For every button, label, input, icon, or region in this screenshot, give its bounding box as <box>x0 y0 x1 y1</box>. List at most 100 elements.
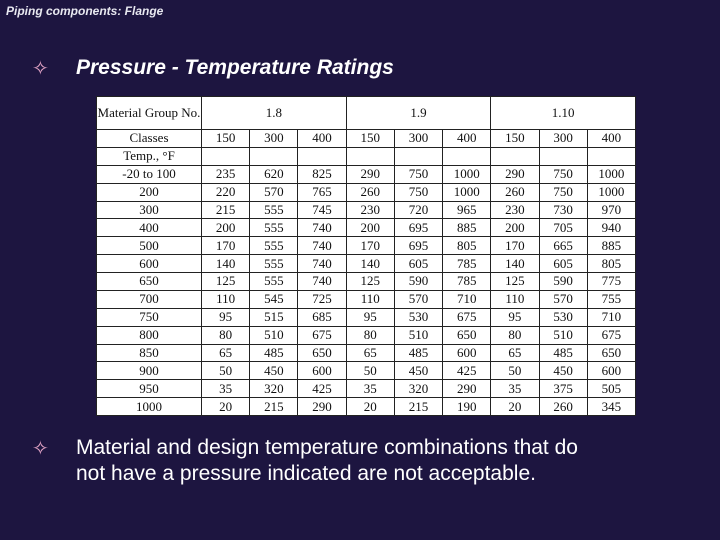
classes-row: Classes 150 300 400 150 300 400 150 300 400 <box>96 129 637 148</box>
rating-cell: 555 <box>249 218 299 238</box>
data-row: 1000 20 215 290 20 215 190 20 260 345 <box>96 397 637 416</box>
class-cell: 300 <box>249 129 299 148</box>
rating-cell: 740 <box>297 236 347 256</box>
empty-cell <box>393 146 444 166</box>
temp-cell: 900 <box>96 361 202 381</box>
rating-cell: 695 <box>393 236 444 256</box>
empty-cell <box>442 146 492 166</box>
temp-cell: 600 <box>96 254 202 273</box>
rating-cell: 450 <box>393 361 444 381</box>
rating-cell: 95 <box>490 307 540 327</box>
rating-cell: 775 <box>586 272 637 291</box>
rating-cell: 730 <box>538 200 588 220</box>
data-row: 950 35 320 425 35 320 290 35 375 505 <box>96 379 637 399</box>
rating-cell: 215 <box>249 397 299 416</box>
group-cell: 1.9 <box>345 96 492 130</box>
data-row: 900 50 450 600 50 450 425 50 450 600 <box>96 361 637 381</box>
rating-cell: 200 <box>200 218 251 238</box>
rating-cell: 320 <box>393 379 444 399</box>
rating-cell: 590 <box>538 272 588 291</box>
rating-cell: 230 <box>490 200 540 220</box>
rating-cell: 1000 <box>442 164 492 184</box>
rating-cell: 200 <box>345 218 395 238</box>
rating-cell: 650 <box>586 343 637 363</box>
rating-cell: 170 <box>345 236 395 256</box>
temp-cell: 200 <box>96 182 202 202</box>
rating-cell: 805 <box>586 254 637 273</box>
classes-label: Classes <box>96 129 202 148</box>
rating-cell: 750 <box>538 182 588 202</box>
bullet-icon: ✧ <box>32 438 49 460</box>
rating-cell: 885 <box>586 236 637 256</box>
rating-cell: 785 <box>442 272 492 291</box>
group-cell: 1.8 <box>201 96 347 130</box>
group-cell: 1.10 <box>490 96 636 130</box>
rating-cell: 570 <box>538 289 588 309</box>
class-cell: 150 <box>200 129 251 148</box>
body-text: Material and design temperature combinat… <box>76 436 578 485</box>
rating-cell: 510 <box>393 325 444 345</box>
class-cell: 400 <box>586 129 637 148</box>
rating-cell: 220 <box>200 182 251 202</box>
rating-cell: 720 <box>393 200 444 220</box>
rating-cell: 675 <box>297 325 347 345</box>
group-row: Material Group No. 1.8 1.9 1.10 <box>96 96 636 130</box>
rating-cell: 965 <box>442 200 492 220</box>
rating-cell: 65 <box>345 343 395 363</box>
rating-cell: 650 <box>297 343 347 363</box>
rating-cell: 620 <box>249 164 299 184</box>
rating-cell: 140 <box>490 254 540 273</box>
rating-cell: 600 <box>586 361 637 381</box>
rating-cell: 530 <box>538 307 588 327</box>
rating-cell: 65 <box>200 343 251 363</box>
temp-cell: 1000 <box>96 397 202 416</box>
temp-cell: 800 <box>96 325 202 345</box>
group-label: Material Group No. <box>96 96 202 130</box>
rating-cell: 95 <box>200 307 251 327</box>
rating-cell: 290 <box>345 164 395 184</box>
rating-cell: 1000 <box>442 182 492 202</box>
empty-cell <box>345 146 395 166</box>
empty-cell <box>490 146 540 166</box>
rating-cell: 110 <box>490 289 540 309</box>
rating-cell: 970 <box>586 200 637 220</box>
rating-cell: 235 <box>200 164 251 184</box>
class-cell: 150 <box>490 129 540 148</box>
class-cell: 300 <box>538 129 588 148</box>
temp-cell: 300 <box>96 200 202 220</box>
rating-cell: 450 <box>249 361 299 381</box>
rating-cell: 80 <box>345 325 395 345</box>
data-row: 400 200 555 740 200 695 885 200 705 940 <box>96 218 637 238</box>
rating-cell: 740 <box>297 272 347 291</box>
temp-cell: 850 <box>96 343 202 363</box>
rating-cell: 50 <box>490 361 540 381</box>
rating-cell: 590 <box>393 272 444 291</box>
temp-cell: 700 <box>96 289 202 309</box>
rating-cell: 675 <box>586 325 637 345</box>
rating-cell: 290 <box>442 379 492 399</box>
empty-cell <box>586 146 637 166</box>
data-row: 500 170 555 740 170 695 805 170 665 885 <box>96 236 637 256</box>
rating-cell: 260 <box>345 182 395 202</box>
rating-cell: 695 <box>393 218 444 238</box>
rating-cell: 725 <box>297 289 347 309</box>
rating-cell: 555 <box>249 272 299 291</box>
data-row: 650 125 555 740 125 590 785 125 590 775 <box>96 272 637 291</box>
data-row: 300 215 555 745 230 720 965 230 730 970 <box>96 200 637 220</box>
rating-cell: 20 <box>200 397 251 416</box>
rating-cell: 35 <box>200 379 251 399</box>
rating-cell: 750 <box>393 164 444 184</box>
rating-cell: 555 <box>249 200 299 220</box>
rating-cell: 260 <box>490 182 540 202</box>
temp-cell: 950 <box>96 379 202 399</box>
slide-header: Piping components: Flange <box>6 4 164 18</box>
rating-cell: 65 <box>490 343 540 363</box>
rating-cell: 110 <box>345 289 395 309</box>
rating-cell: 555 <box>249 254 299 273</box>
rating-cell: 200 <box>490 218 540 238</box>
rating-cell: 260 <box>538 397 588 416</box>
rating-cell: 570 <box>393 289 444 309</box>
rating-cell: 750 <box>538 164 588 184</box>
rating-cell: 80 <box>200 325 251 345</box>
